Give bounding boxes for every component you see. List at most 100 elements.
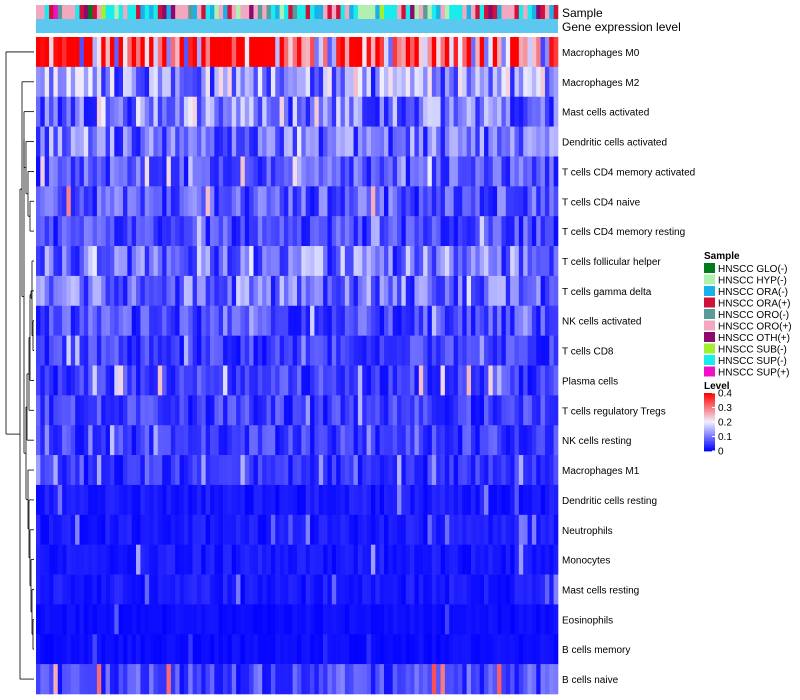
heatmap-cell — [553, 156, 559, 187]
heatmap-cell — [109, 664, 115, 695]
heatmap-cell — [418, 425, 424, 456]
heatmap-cell — [92, 484, 98, 516]
heatmap-cell — [162, 96, 167, 127]
heatmap-cell — [118, 395, 124, 426]
heatmap-cell — [144, 365, 150, 396]
heatmap-cell — [484, 37, 489, 68]
heatmap-cell — [144, 574, 150, 605]
heatmap-cell — [44, 514, 50, 545]
heatmap-cell — [523, 96, 528, 127]
heatmap-cell — [205, 634, 211, 665]
heatmap-cell — [101, 574, 106, 605]
heatmap-cell — [196, 574, 202, 605]
heatmap-cell — [127, 246, 132, 277]
heatmap-cell — [457, 544, 463, 575]
heatmap-cell — [162, 634, 167, 665]
heatmap-cell — [410, 305, 415, 336]
heatmap-cell — [183, 246, 189, 277]
heatmap-cell — [275, 216, 280, 247]
heatmap-cell — [166, 544, 172, 575]
sample-track-cell — [418, 5, 424, 19]
heatmap-cell — [549, 365, 554, 396]
heatmap-cell — [44, 216, 50, 247]
heatmap-cell — [244, 186, 250, 217]
heatmap-cell — [114, 37, 119, 68]
heatmap-cell — [140, 425, 146, 456]
heatmap-cell — [144, 246, 150, 277]
heatmap-cell — [366, 96, 372, 127]
heatmap-cell — [523, 216, 528, 247]
heatmap-cell — [436, 96, 441, 127]
heatmap-cell — [44, 275, 50, 307]
sample-track-cell — [514, 5, 520, 19]
heatmap-cell — [170, 66, 176, 98]
heatmap-cell — [70, 425, 76, 456]
heatmap-cell — [357, 186, 363, 217]
heatmap-cell — [527, 275, 533, 307]
heatmap-cell — [266, 126, 272, 157]
heatmap-cell — [488, 156, 494, 187]
heatmap-cell — [288, 126, 293, 157]
heatmap-cell — [88, 335, 93, 366]
heatmap-cell — [553, 305, 559, 336]
heatmap-cell — [57, 335, 63, 366]
heatmap-cell — [188, 275, 193, 307]
heatmap-cell — [83, 604, 89, 635]
heatmap-cell — [270, 365, 276, 396]
sample-track-cell — [144, 5, 150, 19]
heatmap-cell — [140, 455, 146, 486]
heatmap-cell — [166, 275, 172, 307]
heatmap-cell — [505, 365, 511, 396]
heatmap-cell — [318, 574, 324, 605]
legend-label: HNSCC SUP(+) — [718, 368, 789, 379]
heatmap-cell — [75, 216, 80, 247]
heatmap-cell — [475, 186, 480, 217]
heatmap-cell — [66, 484, 72, 516]
heatmap-cell — [83, 425, 89, 456]
heatmap-cell — [275, 37, 280, 68]
heatmap-cell — [192, 305, 198, 336]
heatmap-cell — [488, 275, 494, 307]
heatmap-cell — [301, 66, 306, 98]
sample-track-cell — [436, 5, 441, 19]
heatmap-cell — [536, 425, 541, 456]
heatmap-cell — [553, 96, 559, 127]
heatmap-cell — [244, 126, 250, 157]
heatmap-cell — [192, 126, 198, 157]
heatmap-cell — [88, 66, 93, 98]
heatmap-cell — [327, 365, 333, 396]
heatmap-cell — [231, 484, 237, 516]
heatmap-cell — [75, 604, 80, 635]
heatmap-cell — [297, 664, 302, 695]
heatmap-cell — [549, 514, 554, 545]
heatmap-cell — [531, 664, 537, 695]
heatmap-cell — [353, 365, 359, 396]
heatmap-cell — [149, 126, 154, 157]
heatmap-cell — [240, 66, 246, 98]
heatmap-cell — [66, 126, 72, 157]
heatmap-cell — [210, 186, 215, 217]
heatmap-cell — [210, 664, 215, 695]
heatmap-cell — [66, 664, 72, 695]
heatmap-cell — [310, 156, 315, 187]
heatmap-cell — [340, 126, 346, 157]
heatmap-cell — [70, 156, 76, 187]
heatmap-cell — [192, 514, 198, 545]
heatmap-cell — [131, 484, 137, 516]
heatmap-cell — [192, 395, 198, 426]
heatmap-cell — [92, 126, 98, 157]
heatmap-cell — [344, 634, 350, 665]
heatmap-cell — [427, 455, 433, 486]
heatmap-cell — [540, 455, 546, 486]
heatmap-cell — [49, 484, 54, 516]
heatmap-cell — [331, 186, 337, 217]
heatmap-cell — [497, 216, 502, 247]
heatmap-cell — [497, 544, 502, 575]
heatmap-cell — [153, 216, 159, 247]
heatmap-cell — [518, 395, 524, 426]
heatmap-cell — [392, 365, 398, 396]
heatmap-cell — [118, 126, 124, 157]
heatmap-cell — [531, 126, 537, 157]
sample-track-cell — [392, 5, 398, 19]
heatmap-cell — [414, 604, 420, 635]
